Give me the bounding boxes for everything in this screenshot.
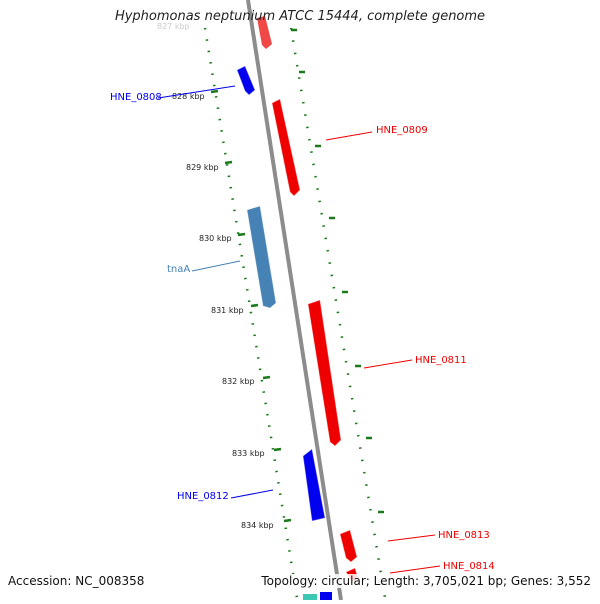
- gene-features: HNE_0808 HNE_0809 tnaA HNE_0811 HNE_0812 HNE_…: [110, 65, 495, 583]
- gene-leader-line: [157, 85, 236, 99]
- genome-title: Hyphomonas neptunium ATCC 15444, complet…: [114, 9, 486, 24]
- tick-label: 828 kbp: [172, 92, 205, 101]
- offscreen-tick-label: 827 kbp: [157, 22, 190, 31]
- offscreen-gene-arrow: [257, 16, 272, 49]
- tick-mark: [224, 160, 233, 165]
- tick-mark: [262, 375, 271, 380]
- tick-label: 833 kbp: [232, 449, 265, 458]
- tick-mark: [237, 232, 246, 237]
- gene-arrow[interactable]: [271, 98, 301, 197]
- tick-marks: 828 kbp 829 kbp 830 kbp 831 kbp 832 kbp 833 k…: [172, 89, 292, 530]
- topology-label: Topology: circular; Length: 3,705,021 bp…: [261, 574, 591, 588]
- inner-tick-ring: [203, 27, 299, 599]
- tick-mark: [283, 518, 292, 523]
- gene-arrow[interactable]: [246, 205, 277, 309]
- gene-label[interactable]: HNE_0813: [438, 530, 490, 541]
- tick-label: 830 kbp: [199, 234, 232, 243]
- gene-label[interactable]: HNE_0811: [415, 355, 467, 366]
- gene-arrow[interactable]: [236, 65, 256, 96]
- tick-label: 829 kbp: [186, 163, 219, 172]
- gene-leader-line: [191, 260, 241, 272]
- gene-label[interactable]: HNE_0808: [110, 92, 162, 103]
- gene-leader-line: [230, 489, 274, 499]
- gene-leader-line: [387, 534, 436, 542]
- gene-leader-line: [363, 359, 413, 369]
- gene-label[interactable]: HNE_0809: [376, 125, 428, 136]
- partial-gene-cyan: [303, 594, 317, 602]
- tick-mark: [210, 89, 219, 94]
- gene-arrow[interactable]: [307, 299, 342, 447]
- tick-mark: [250, 303, 259, 308]
- gene-label[interactable]: tnaA: [167, 264, 190, 275]
- genome-backbone: [246, 0, 343, 601]
- gene-label[interactable]: HNE_0812: [177, 491, 229, 502]
- gene-label[interactable]: HNE_0814: [443, 561, 495, 572]
- partial-gene-blue: [320, 592, 332, 602]
- tick-label: 832 kbp: [222, 377, 255, 386]
- gene-arrow[interactable]: [302, 448, 326, 522]
- tick-mark: [273, 447, 282, 452]
- gene-leader-line: [325, 131, 373, 141]
- gene-leader-line: [389, 565, 441, 574]
- outer-ring-dashes: [291, 28, 384, 514]
- gene-arrow[interactable]: [339, 529, 358, 563]
- accession-label: Accession: NC_008358: [8, 574, 145, 588]
- tick-label: 831 kbp: [211, 306, 244, 315]
- tick-label: 834 kbp: [241, 521, 274, 530]
- outer-tick-ring: [289, 27, 387, 599]
